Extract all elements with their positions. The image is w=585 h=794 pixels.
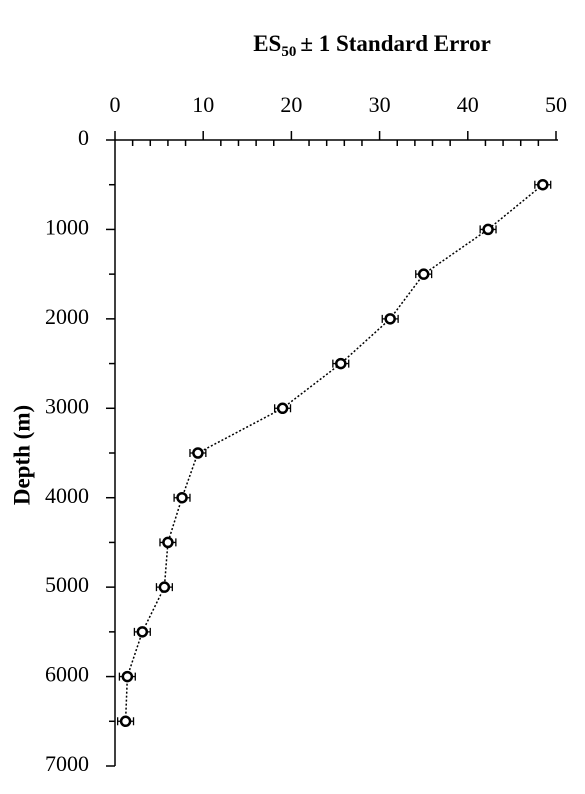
data-point [417, 268, 430, 280]
data-point [192, 447, 204, 459]
y-tick-label: 0 [78, 125, 89, 150]
data-point [119, 715, 132, 728]
x-tick-label: 30 [369, 92, 391, 117]
title-suffix: ± 1 Standard Error [300, 31, 490, 56]
x-tick-label: 10 [192, 92, 214, 117]
x-tick-label: 20 [280, 92, 302, 117]
data-point [136, 626, 149, 638]
y-tick-label: 4000 [45, 483, 89, 508]
y-tick-label: 3000 [45, 393, 89, 418]
data-point [162, 536, 174, 549]
x-tick-label: 40 [457, 92, 479, 117]
data-point [176, 491, 188, 504]
y-tick-label: 2000 [45, 304, 89, 329]
chart-title: ES50 ± 1 Standard Error [253, 31, 491, 60]
data-point [121, 670, 134, 683]
y-tick-label: 1000 [45, 214, 89, 239]
title-subscript: 50 [281, 44, 296, 60]
data-point [276, 402, 289, 415]
title-text: ES [253, 31, 281, 56]
y-axis-label: Depth (m) [9, 405, 34, 505]
y-tick-label: 6000 [45, 662, 89, 687]
y-tick-label: 7000 [45, 751, 89, 776]
data-line [124, 184, 544, 722]
data-point [384, 313, 396, 325]
x-tick-label: 0 [110, 92, 121, 117]
data-point [482, 223, 494, 236]
data-point [537, 178, 549, 191]
y-tick-label: 5000 [45, 572, 89, 597]
data-point [158, 581, 171, 593]
x-tick-label: 50 [545, 92, 567, 117]
data-point [335, 357, 347, 370]
